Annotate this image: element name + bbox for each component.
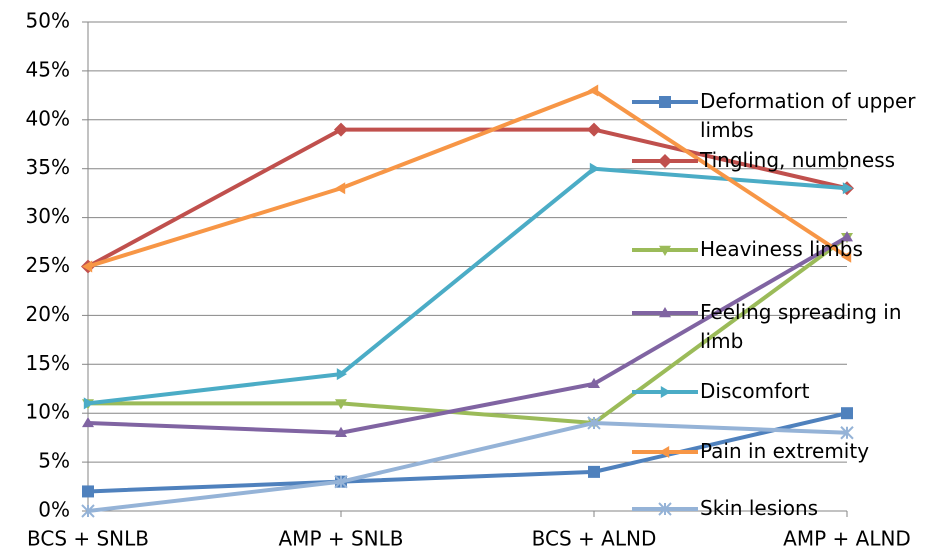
- marker: [83, 397, 94, 410]
- y-tick-label: 25%: [26, 253, 70, 277]
- marker: [660, 386, 671, 398]
- series: [83, 162, 853, 410]
- y-tick-label: 35%: [26, 155, 70, 179]
- marker: [658, 154, 672, 168]
- series-line: [87, 235, 849, 435]
- marker: [659, 307, 671, 318]
- marker: [658, 502, 672, 516]
- series: [82, 84, 852, 273]
- y-tick-label: 15%: [26, 351, 70, 375]
- marker: [334, 474, 348, 489]
- legend-entry: Discomfort: [632, 379, 810, 403]
- y-tick-label: 10%: [26, 400, 70, 424]
- series-line: [87, 166, 848, 406]
- marker: [588, 465, 600, 478]
- y-tick-label: 50%: [26, 9, 70, 33]
- marker: [659, 245, 671, 256]
- legend-label: Skin lesions: [700, 496, 818, 520]
- legend-entry: Tingling, numbness: [632, 148, 895, 172]
- series-line: [87, 420, 848, 513]
- y-tick-label: 20%: [26, 302, 70, 326]
- marker: [82, 416, 94, 428]
- legend-entry: Pain in extremity: [632, 439, 869, 463]
- marker: [82, 485, 94, 498]
- legend-entry: Heaviness limbs: [632, 237, 863, 261]
- legend-label: Tingling, numbness: [699, 148, 895, 172]
- marker: [659, 96, 671, 108]
- legend-entry: Feeling spreading in limb: [632, 300, 908, 353]
- legend-label: Heaviness limbs: [700, 237, 863, 261]
- legend-entry: Deformation of upper limbs: [632, 89, 922, 142]
- marker: [841, 407, 853, 420]
- y-tick-label: 5%: [38, 449, 70, 473]
- legend-entry: Skin lesions: [632, 496, 818, 520]
- y-tick-label: 40%: [26, 106, 70, 130]
- marker: [840, 426, 854, 440]
- marker: [334, 122, 348, 137]
- legend-label: Discomfort: [700, 379, 810, 403]
- marker: [842, 182, 853, 195]
- legend-label: Deformation of upper limbs: [700, 89, 922, 142]
- y-tick-label: 45%: [26, 57, 70, 81]
- marker: [588, 84, 599, 97]
- x-tick-label: BCS + ALND: [532, 527, 657, 551]
- marker: [587, 122, 601, 137]
- series-line: [87, 127, 848, 269]
- series-line: [88, 235, 849, 425]
- marker: [336, 368, 347, 381]
- series: [81, 122, 854, 274]
- x-tick-label: BCS + SNLB: [27, 527, 149, 551]
- marker: [588, 377, 600, 389]
- marker: [81, 504, 95, 518]
- series: [82, 231, 853, 437]
- marker: [82, 260, 93, 273]
- x-tick-label: AMP + SNLB: [279, 527, 404, 551]
- marker: [589, 162, 600, 175]
- series: [81, 416, 854, 518]
- y-tick-label: 0%: [38, 498, 70, 522]
- marker: [587, 416, 601, 430]
- series-line: [87, 88, 849, 269]
- marker: [335, 399, 347, 410]
- marker: [659, 446, 670, 458]
- marker: [335, 426, 347, 437]
- marker: [335, 182, 346, 195]
- marker: [841, 231, 853, 242]
- legend-label: Feeling spreading in limb: [700, 300, 908, 353]
- series-line: [87, 411, 848, 494]
- x-tick-label: AMP + ALND: [783, 527, 911, 551]
- marker: [841, 250, 852, 263]
- legend-label: Pain in extremity: [700, 439, 869, 463]
- y-tick-label: 30%: [26, 204, 70, 228]
